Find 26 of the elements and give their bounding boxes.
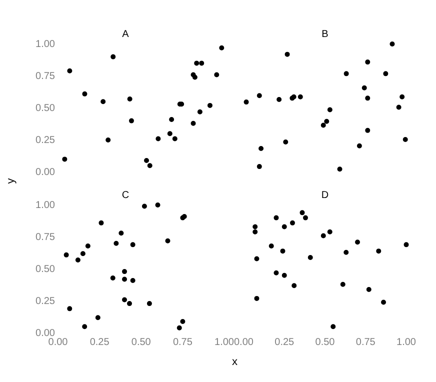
y-tick-label: 0.75 <box>36 70 56 82</box>
chart-title: A <box>122 28 130 40</box>
y-tick-label: 0.50 <box>36 264 56 275</box>
y-tick-label: 0.25 <box>36 134 56 146</box>
x-tick-label: 1.00 <box>396 336 416 348</box>
y-tick-label: 0.00 <box>36 328 56 339</box>
y-axis-title: y <box>4 178 17 184</box>
y-tick-label: 0.75 <box>36 232 56 243</box>
y-tick-label: 1.00 <box>36 200 56 211</box>
x-tick-label: 0.50 <box>315 336 336 348</box>
x-axis-title: x <box>232 356 238 368</box>
chart-title: D <box>321 190 329 201</box>
x-tick-label: 1.00 <box>214 336 234 348</box>
x-tick-label: 0.00 <box>48 336 68 348</box>
y-tick-label: 0.50 <box>36 102 56 114</box>
y-tick-label: 0.25 <box>36 296 56 307</box>
x-tick-label: 0.50 <box>131 336 152 348</box>
x-tick-label: 0.25 <box>274 336 295 348</box>
chart-title: B <box>322 28 329 40</box>
x-tick-label: 0.25 <box>90 336 110 348</box>
x-tick-label: 0.00 <box>234 336 254 348</box>
x-tick-label: 0.75 <box>172 336 193 348</box>
x-tick-label: 0.75 <box>356 336 376 348</box>
y-tick-label: 1.00 <box>36 38 56 50</box>
y-tick-label: 0.00 <box>36 166 56 178</box>
chart-title: C <box>122 190 130 201</box>
